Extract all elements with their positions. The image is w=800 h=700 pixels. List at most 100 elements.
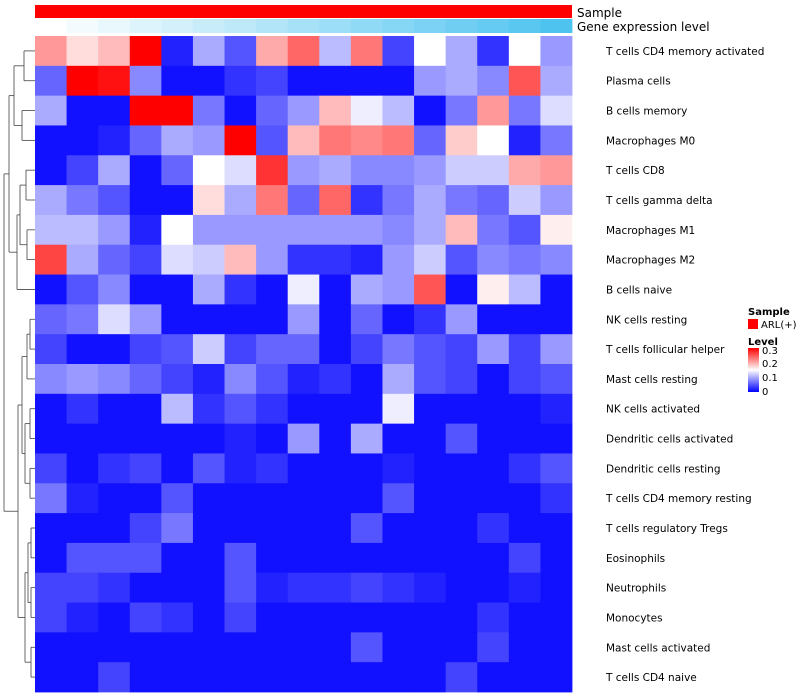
heatmap-cell <box>224 632 257 663</box>
row-label: T cells CD4 naive <box>605 672 697 684</box>
heatmap-cell <box>414 65 447 97</box>
heatmap-cell <box>224 662 257 693</box>
heatmap-cell <box>477 244 510 275</box>
row-label: Macrophages M1 <box>606 225 695 237</box>
heatmap-cell <box>129 632 162 663</box>
heatmap-cell <box>508 214 541 246</box>
row-label: T cells CD4 memory activated <box>605 46 764 58</box>
heatmap-cell <box>192 65 225 97</box>
heatmap-cell <box>414 483 447 514</box>
heatmap-cell <box>414 632 447 663</box>
heatmap-cell <box>382 65 415 97</box>
heatmap-cell <box>192 95 225 126</box>
heatmap-cell <box>161 453 194 484</box>
annotation-expression-cell <box>382 19 415 33</box>
heatmap-cell <box>161 393 194 425</box>
heatmap-cell <box>161 542 194 574</box>
heatmap-cell <box>414 662 447 693</box>
heatmap-cell <box>66 423 99 454</box>
heatmap-cell <box>129 572 162 603</box>
heatmap-cell <box>224 185 257 216</box>
heatmap-cell <box>35 185 67 216</box>
heatmap-cell <box>66 304 99 335</box>
heatmap-cell <box>224 572 257 603</box>
heatmap-cell <box>192 125 225 156</box>
heatmap-cell <box>414 244 447 275</box>
row-label: Plasma cells <box>606 76 671 88</box>
heatmap-cell <box>287 632 320 663</box>
heatmap-cell <box>224 65 257 97</box>
heatmap-cell <box>129 423 162 454</box>
heatmap-cell <box>224 453 257 484</box>
heatmap-cell <box>192 274 225 305</box>
heatmap-cell <box>350 542 383 574</box>
row-label: T cells follicular helper <box>605 344 725 356</box>
heatmap-cell <box>445 95 478 126</box>
heatmap-cell <box>319 334 352 365</box>
heatmap-cell <box>540 542 573 574</box>
row-label: T cells gamma delta <box>605 195 713 207</box>
heatmap-cell <box>66 632 99 663</box>
heatmap-cell <box>98 125 131 156</box>
heatmap-cell <box>256 393 289 425</box>
heatmap-cell <box>66 214 99 246</box>
heatmap-cell <box>445 36 478 67</box>
heatmap-cell <box>256 334 289 365</box>
heatmap-cell <box>224 244 257 275</box>
heatmap-cell <box>508 542 541 574</box>
heatmap-cell <box>98 632 131 663</box>
heatmap-cell <box>445 632 478 663</box>
heatmap-cell <box>382 572 415 603</box>
annotation-sample-bar <box>35 5 572 18</box>
row-label: Macrophages M2 <box>606 255 695 267</box>
heatmap-cell <box>445 453 478 484</box>
heatmap-cell <box>256 453 289 484</box>
heatmap-cell <box>256 423 289 454</box>
heatmap-cell <box>192 483 225 514</box>
heatmap-cell <box>445 513 478 544</box>
heatmap-cell <box>256 572 289 603</box>
heatmap-cell <box>414 214 447 246</box>
heatmap-cell <box>287 65 320 97</box>
heatmap-cell <box>192 155 225 186</box>
row-dendrogram <box>3 50 35 678</box>
heatmap-cell <box>414 602 447 633</box>
heatmap-cell <box>382 364 415 395</box>
heatmap-cell <box>540 125 573 156</box>
heatmap-cell <box>224 513 257 544</box>
heatmap-cell <box>66 95 99 126</box>
heatmap-cell <box>35 36 67 67</box>
annotation-label-sample: Sample <box>577 6 622 20</box>
heatmap-cell <box>350 632 383 663</box>
heatmap-cell <box>540 304 573 335</box>
heatmap-cell <box>350 244 383 275</box>
heatmap-cell <box>66 572 99 603</box>
heatmap-cell <box>256 125 289 156</box>
heatmap-cell <box>35 274 67 305</box>
heatmap-cell <box>287 95 320 126</box>
heatmap-cell <box>414 304 447 335</box>
row-label: Eosinophils <box>606 553 665 565</box>
heatmap-cell <box>350 65 383 97</box>
heatmap-cell <box>477 542 510 574</box>
heatmap-cell <box>129 483 162 514</box>
annotation-expression-cell <box>98 19 131 33</box>
heatmap-cell <box>66 65 99 97</box>
heatmap-cell <box>414 513 447 544</box>
heatmap-cell <box>445 244 478 275</box>
heatmap-cell <box>508 632 541 663</box>
heatmap-cell <box>350 334 383 365</box>
heatmap-cell <box>382 155 415 186</box>
heatmap-cell <box>382 36 415 67</box>
legend-level-title: Level <box>748 337 778 348</box>
heatmap-cell <box>445 662 478 693</box>
heatmap-cell <box>508 662 541 693</box>
heatmap-cell <box>540 393 573 425</box>
heatmap-cell <box>508 393 541 425</box>
heatmap-cell <box>192 393 225 425</box>
heatmap-cell <box>192 662 225 693</box>
heatmap-cell <box>508 483 541 514</box>
heatmap-cell <box>129 662 162 693</box>
annotation-expression-cell <box>224 19 257 33</box>
heatmap-cell <box>414 393 447 425</box>
